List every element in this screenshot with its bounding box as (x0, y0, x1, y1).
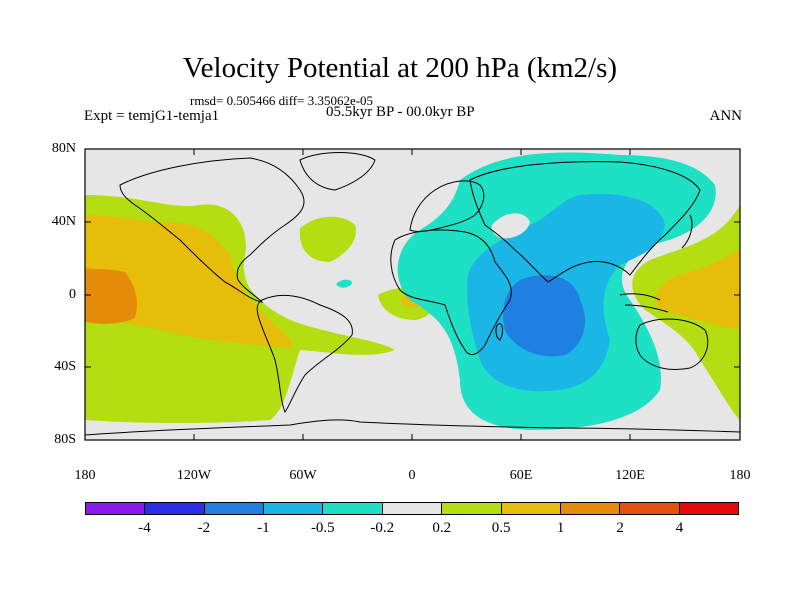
colorbar-box-6 (442, 503, 502, 514)
season-label: ANN (709, 108, 743, 124)
lon-label-120w: 120W (176, 468, 212, 483)
colorbar-label: -0.2 (370, 520, 395, 536)
lon-label-180e: 180 (729, 468, 751, 483)
experiment-label: Expt = temjG1-temja1 (84, 108, 220, 124)
colorbar-box-0 (86, 503, 146, 514)
stats-line: rmsd= 0.505466 diff= 3.35062e-05 (190, 93, 374, 108)
coast-africa (390, 229, 512, 356)
colorbar-label: -0.5 (310, 520, 335, 536)
colorbar-label: 0.2 (432, 520, 452, 536)
contour-atlantic-0.2 (299, 216, 356, 262)
coast-australia (635, 318, 709, 370)
coast-europe (409, 180, 485, 232)
lat-label-80s: 80S (54, 432, 76, 447)
lon-label-60e: 60E (509, 468, 533, 483)
contour-fields (85, 152, 740, 430)
axis-ticks (84, 148, 741, 441)
coast-greenland (299, 152, 376, 191)
coast-asia (469, 161, 701, 283)
lon-label-0: 0 (408, 468, 416, 483)
colorbar-box-8 (560, 503, 621, 514)
contour-pacific-west-0.5 (85, 215, 293, 348)
contour-atlantic-small (336, 279, 352, 288)
colorbar-label: 1 (556, 520, 565, 536)
colorbar-box-7 (501, 503, 561, 514)
lat-label-0: 0 (69, 287, 76, 302)
colorbar-box-3 (264, 503, 324, 514)
coast-north-america (119, 157, 305, 303)
colorbar-box-10 (679, 503, 738, 514)
colorbar-label: -4 (138, 520, 151, 536)
coastlines (85, 152, 740, 436)
lat-label-40n: 40N (51, 214, 76, 229)
contour-cutout (491, 213, 530, 239)
coast-japan (681, 214, 693, 249)
coast-indonesia (619, 293, 669, 313)
lon-label-180w: 180 (74, 468, 96, 483)
colorbar-box-9 (620, 503, 680, 514)
coast-madagascar (495, 323, 504, 341)
contour-indian-ocean--1 (503, 275, 585, 357)
colorbar-box-4 (323, 503, 383, 514)
period-label: 05.5kyr BP - 00.0kyr BP (326, 104, 475, 120)
colorbar-label: 2 (616, 520, 624, 536)
lon-label-120e: 120E (615, 468, 645, 483)
lat-label-40s: 40S (54, 359, 76, 374)
colorbar-box-1 (145, 503, 205, 514)
contour-pacific-west-1 (85, 268, 137, 324)
colorbar-label: -2 (197, 520, 211, 536)
lon-label-60w: 60W (289, 468, 317, 483)
colorbar-label: -1 (257, 520, 270, 536)
colorbar-label: 4 (675, 520, 684, 536)
coast-antarctica (85, 419, 740, 436)
coast-south-america (256, 294, 353, 414)
contour-pacific-east-0.5 (656, 250, 740, 330)
colorbar-box-2 (204, 503, 265, 514)
lat-label-80n: 80N (51, 141, 76, 156)
colorbar-label: 0.5 (491, 520, 511, 536)
colorbar-box-5 (382, 503, 443, 514)
colorbar (85, 502, 739, 515)
map-title: Velocity Potential at 200 hPa (km2/s) (182, 52, 618, 84)
